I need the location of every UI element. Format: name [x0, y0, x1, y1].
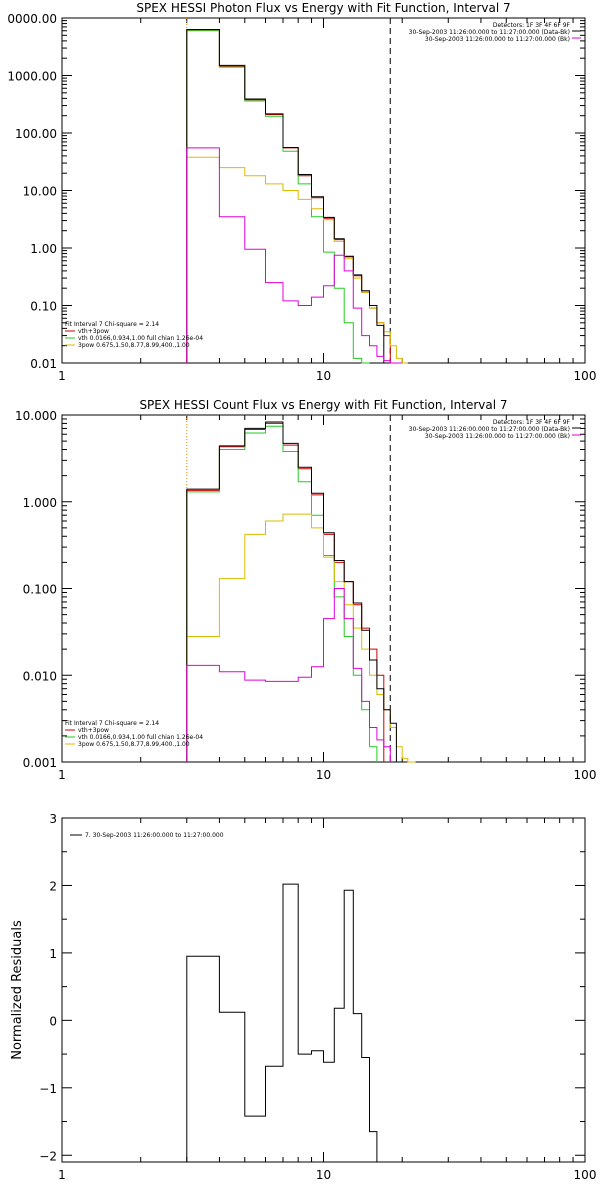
x-tick-label: 100 [574, 369, 597, 383]
y-tick-label: 100.00 [15, 127, 57, 141]
x-tick-label: 100 [574, 1168, 597, 1182]
series-line-7 [186, 883, 384, 1163]
info-line: Detectors: 1F 3F 4F 6F 9F [493, 22, 571, 29]
y-tick-label: 0.001 [23, 756, 57, 770]
fit-info: Fit Interval 7 Chi-square = 2.14 [65, 720, 159, 727]
y-tick-label: 0000.00 [7, 12, 57, 26]
y-tick-label: −2 [39, 1149, 57, 1163]
y-tick-label: 1 [49, 947, 57, 961]
x-tick-label: 10 [316, 768, 331, 782]
y-tick-label: 0.100 [23, 583, 57, 597]
chart-title: SPEX HESSI Count Flux vs Energy with Fit… [139, 398, 507, 412]
fit-info: Fit Interval 7 Chi-square = 2.14 [65, 321, 159, 328]
info-line: 30-Sep-2003 11:26:00.000 to 11:27:00.000… [409, 426, 570, 433]
x-tick-label: 10 [316, 369, 331, 383]
x-tick-label: 10 [316, 1168, 331, 1182]
info-line: Detectors: 1F 3F 4F 6F 9F [493, 419, 571, 426]
legend-entry: 3pow 0.675,1.50,8.77,8.99,400.,1.00 [78, 342, 190, 349]
legend-entry: vth 0.0166,0.934,1.00 full chian 1.26e-0… [78, 734, 203, 741]
y-tick-label: 0.10 [30, 300, 57, 314]
x-tick-label: 1 [58, 1168, 66, 1182]
plot-frame [61, 414, 586, 763]
series-line-vth [186, 425, 378, 762]
legend-entry: 7. 30-Sep-2003 11:26:00.000 to 11:27:00.… [85, 832, 224, 839]
y-tick-label: 0 [49, 1014, 57, 1028]
x-tick-label: 1 [58, 768, 66, 782]
y-tick-label: 1.00 [30, 242, 57, 256]
series-line-vth+3pow [186, 422, 385, 762]
series-line-data-3 [186, 29, 385, 363]
y-tick-label: 1000.00 [7, 70, 57, 84]
y-tick-label: 2 [49, 879, 57, 893]
legend-entry: vth+3pow [78, 727, 109, 734]
series-line-data-4 [186, 588, 391, 762]
plot-frame [61, 817, 586, 1163]
series-line-3pow [186, 513, 416, 763]
y-tick-label: 0.01 [30, 357, 57, 371]
photon-flux-panel: SPEX HESSI Photon Flux vs Energy with Fi… [7, 1, 596, 383]
info-line: 30-Sep-2003 11:26:00.000 to 11:27:00.000… [425, 36, 570, 43]
chart-title: SPEX HESSI Photon Flux vs Energy with Fi… [136, 1, 510, 15]
y-tick-label: 1.000 [23, 496, 57, 510]
series-line-3pow [186, 156, 408, 364]
y-axis-label: Normalized Residuals [10, 920, 25, 1060]
count-flux-panel: SPEX HESSI Count Flux vs Energy with Fit… [15, 398, 596, 782]
info-line: 30-Sep-2003 11:26:00.000 to 11:27:00.000… [425, 433, 570, 440]
legend-entry: vth 0.0166,0.934,1.00 full chian 1.26e-0… [78, 335, 203, 342]
y-tick-label: −1 [39, 1082, 57, 1096]
y-tick-label: 3 [49, 812, 57, 826]
plot-frame [61, 17, 586, 364]
series-line-data-4 [186, 147, 403, 364]
y-tick-label: 10.00 [23, 185, 57, 199]
info-line: 30-Sep-2003 11:26:00.000 to 11:27:00.000… [409, 29, 570, 36]
series-line-vth+3pow [186, 29, 391, 363]
series-line-data-3 [186, 421, 397, 762]
y-tick-label: 10.000 [15, 409, 57, 423]
legend-entry: 3pow 0.675,1.50,8.77,8.99,400.,1.00 [78, 741, 190, 748]
x-tick-label: 1 [58, 369, 66, 383]
legend-entry: vth+3pow [78, 328, 109, 335]
x-tick-label: 100 [574, 768, 597, 782]
series-line-vth [186, 30, 370, 364]
y-tick-label: 0.010 [23, 669, 57, 683]
